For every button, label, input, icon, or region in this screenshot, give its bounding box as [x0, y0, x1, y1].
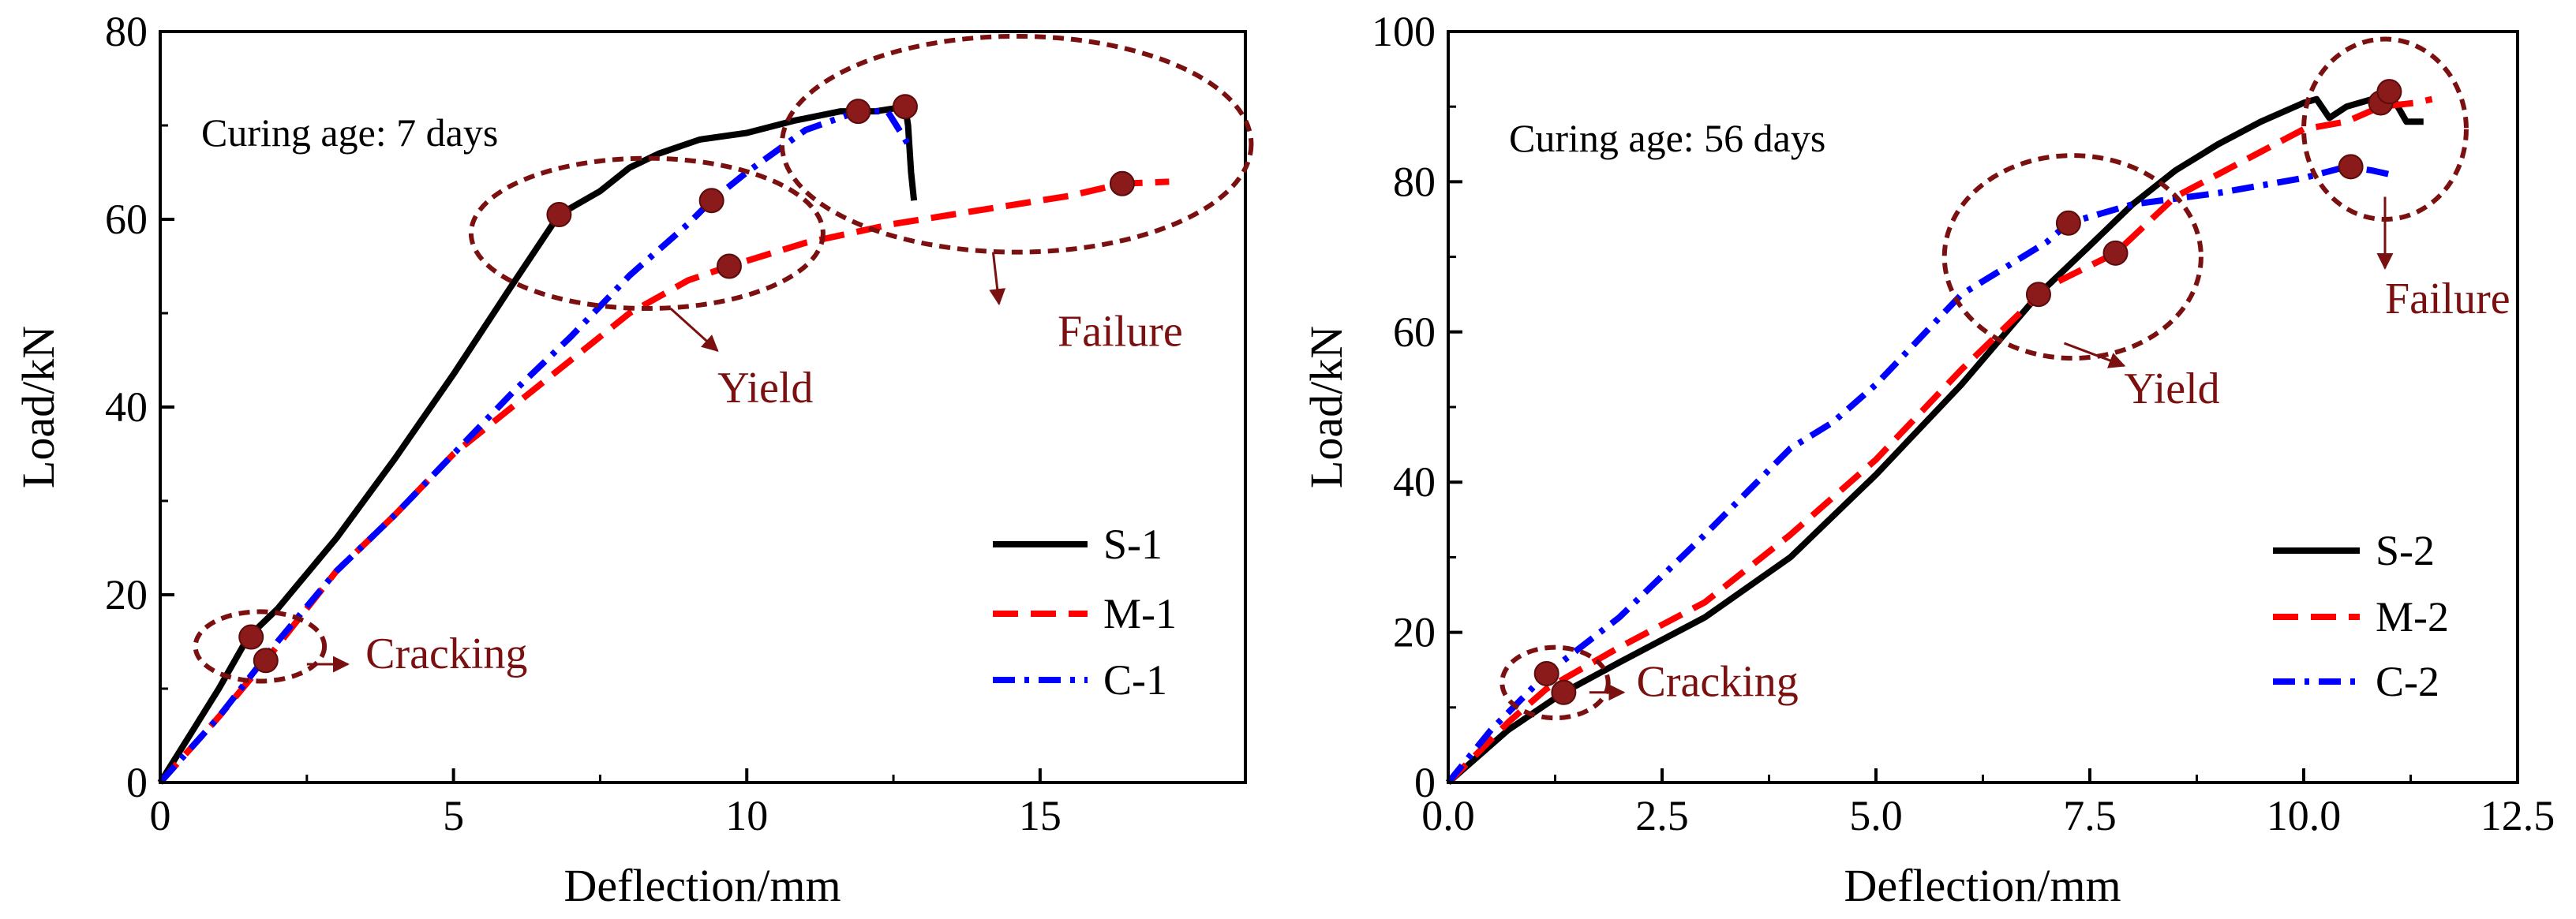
y-axis-title: Load/kN [13, 326, 64, 488]
chart-left: Cracking Yield Failure 0 5 10 15 0 20 40 60 80 Cur… [13, 8, 1254, 911]
region-layer: Cracking Yield Failure [193, 33, 1254, 684]
x-tick-label: 15 [1019, 792, 1061, 839]
region-arrow-yield [2063, 342, 2126, 368]
data-marker [716, 253, 742, 279]
y-tick-label: 60 [1393, 308, 1436, 356]
series-layer [157, 103, 1170, 785]
y-tick-label: 80 [105, 8, 148, 55]
legend-label-m-1: M-1 [1103, 590, 1177, 637]
data-marker [1551, 679, 1577, 705]
marker-layer [238, 94, 1135, 674]
series-line-c-1 [158, 108, 914, 785]
series-line-s-1 [157, 103, 918, 785]
region-label-failure: Failure [1058, 308, 1183, 357]
y-tick-label: 20 [1393, 609, 1436, 656]
region-label-failure: Failure [2385, 275, 2510, 323]
legend-label-s-2: S-2 [2376, 527, 2435, 574]
y-tick-label: 40 [105, 383, 148, 431]
legend: S-1 M-1 C-1 [993, 521, 1177, 704]
x-tick-label: 10.0 [2267, 792, 2342, 839]
x-tick-label: 12.5 [2481, 792, 2555, 839]
x-axis-title: Deflection/mm [564, 860, 841, 911]
legend: S-2 M-2 C-2 [2273, 527, 2449, 705]
y-tick-label: 0 [126, 759, 148, 806]
data-marker [698, 188, 724, 214]
y-tick-label: 100 [1372, 8, 1436, 55]
region-ellipse-yield [1941, 153, 2203, 361]
series-line-c-2 [1445, 163, 2391, 785]
region-arrow-failure [989, 252, 1006, 306]
x-tick-label: 0 [150, 792, 171, 839]
data-marker [2376, 79, 2402, 105]
data-marker [2102, 240, 2129, 266]
x-tick-label: 10 [725, 792, 768, 839]
data-marker [2025, 282, 2051, 308]
x-tick-label: 7.5 [2063, 792, 2117, 839]
y-tick-label: 60 [105, 196, 148, 243]
note-text: Curing age: 56 days [1509, 116, 1825, 160]
y-tick-label: 0 [1414, 759, 1436, 806]
series-line-m-1 [158, 178, 1170, 785]
data-marker [845, 99, 871, 125]
y-tick-label: 40 [1393, 458, 1436, 506]
chart-right: Cracking Yield Failure 0.0 2.5 5.0 7.5 10.0 12.… [1301, 8, 2555, 911]
marker-layer [1533, 79, 2402, 705]
legend-label-c-2: C-2 [2376, 658, 2439, 705]
data-marker [1109, 170, 1135, 196]
region-ellipse-yield [468, 155, 826, 312]
x-tick-label: 5.0 [1849, 792, 1903, 839]
y-tick-label: 20 [105, 571, 148, 618]
region-ellipse-cracking [193, 609, 328, 684]
data-marker [238, 624, 264, 650]
region-ellipse-cracking [1500, 644, 1611, 721]
region-layer: Cracking Yield Failure [1500, 36, 2510, 721]
data-marker [1533, 660, 1559, 686]
region-ellipse-failure [2301, 36, 2469, 222]
legend-label-s-1: S-1 [1103, 521, 1163, 568]
y-tick-label: 80 [1393, 158, 1436, 205]
y-axis-title: Load/kN [1301, 326, 1352, 488]
legend-label-c-1: C-1 [1103, 656, 1167, 704]
x-tick-label: 0.0 [1421, 792, 1475, 839]
region-label-yield: Yield [2124, 364, 2219, 413]
data-marker [2055, 210, 2081, 236]
x-axis-title: Deflection/mm [1844, 860, 2121, 911]
region-ellipse-failure [779, 33, 1254, 255]
x-tick-label: 2.5 [1635, 792, 1689, 839]
tick-layer: 0.0 2.5 5.0 7.5 10.0 12.5 0 20 40 60 80 100 [1372, 8, 2555, 839]
region-label-cracking: Cracking [1636, 658, 1798, 707]
region-label-cracking: Cracking [365, 629, 527, 678]
data-marker [546, 202, 572, 228]
data-marker [253, 648, 279, 674]
series-line-m-2 [1446, 95, 2433, 785]
tick-layer: 0 5 10 15 0 20 40 60 80 [105, 8, 1061, 839]
region-label-yield: Yield [717, 364, 813, 413]
data-marker [2338, 154, 2364, 180]
legend-label-m-2: M-2 [2376, 593, 2449, 641]
note-text: Curing age: 7 days [201, 110, 498, 155]
region-arrow-yield [669, 307, 719, 353]
x-tick-label: 5 [443, 792, 464, 839]
data-marker [892, 94, 918, 120]
